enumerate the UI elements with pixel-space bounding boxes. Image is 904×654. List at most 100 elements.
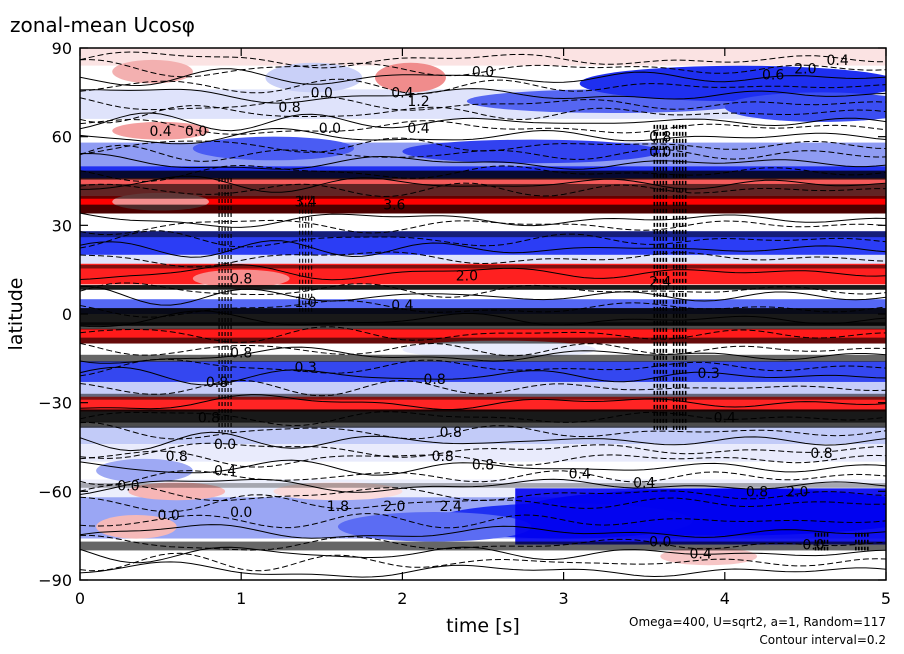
contour-line: [80, 118, 886, 135]
contour-label: 0.0: [472, 65, 494, 81]
contour-label: 0.4: [689, 546, 711, 562]
contour-label: 0.4: [214, 464, 236, 480]
x-axis-label: time [s]: [446, 615, 520, 637]
contour-label: 0.0: [311, 85, 333, 101]
color-patch: [374, 62, 446, 93]
color-patch: [660, 547, 758, 566]
contour-label: 0.8: [432, 449, 454, 465]
contour-line: [80, 513, 886, 529]
y-tick-label: −30: [38, 394, 72, 413]
dense-stripe: [80, 541, 886, 551]
contour-line: [80, 342, 886, 357]
contour-label: 0.0: [214, 437, 236, 453]
color-band: [80, 461, 886, 480]
contour-line: [80, 442, 886, 459]
color-patch: [337, 512, 532, 542]
axis-ticks: 0 1 2 3 4 5 −90 −60 −30 0 30 60 90: [38, 39, 891, 608]
color-band: [80, 444, 886, 462]
contour-label: 0.8: [810, 446, 832, 462]
contour-label: 0.4: [569, 467, 591, 483]
contour-line: [80, 112, 886, 132]
contour-label: 0.4: [407, 121, 429, 137]
contour-label: 0.0: [802, 538, 824, 554]
contour-label: 0.8: [166, 449, 188, 465]
contour-label: 0.8: [278, 100, 300, 116]
dense-stripe: [80, 170, 886, 180]
dense-stripe: [80, 183, 886, 199]
x-tick-label: 1: [236, 589, 246, 608]
contour-label: 3.4: [295, 195, 317, 211]
contour-label: 0.8: [472, 458, 494, 474]
contour-line: [80, 561, 886, 578]
x-tick-label: 2: [397, 589, 407, 608]
contour-label: 0.4: [633, 475, 655, 491]
contour-line: [80, 286, 886, 306]
contour-line: [80, 366, 886, 386]
contour-line: [80, 127, 886, 145]
contour-line: [80, 219, 886, 236]
color-patch: [112, 59, 193, 84]
contour-line: [80, 59, 886, 78]
contour-label: 0.4: [827, 53, 849, 69]
contour-line: [80, 68, 886, 87]
y-tick-label: −60: [38, 482, 72, 501]
contour-label: 0.0: [185, 124, 207, 140]
dense-stripe: [80, 322, 886, 330]
contour-label: 2.0: [456, 269, 478, 285]
contour-label: 0.0: [117, 478, 139, 494]
dense-stripe: [80, 483, 886, 488]
dense-stripe: [80, 409, 886, 423]
contour-label: 2.4: [649, 274, 671, 290]
dense-stripe: [80, 264, 886, 269]
contour-label: 0.8: [649, 130, 671, 146]
contour-labels: 0.4 0.00.80.00.00.41.20.00.40.6 2.00.40.80…: [117, 53, 849, 563]
dense-stripe: [80, 354, 886, 362]
y-tick-label: 0: [62, 305, 72, 324]
contour-line: [80, 164, 886, 182]
contour-line: [80, 152, 886, 170]
y-axis-label: latitude: [5, 278, 27, 351]
dense-stripe: [80, 285, 886, 290]
contour-label: 0.4: [714, 410, 736, 426]
strong-negative-region: [515, 488, 886, 545]
color-patch: [402, 139, 661, 164]
color-patch: [579, 65, 886, 102]
contour-line: [80, 51, 886, 69]
contour-label: 0.0: [649, 144, 671, 160]
dense-stripe: [80, 421, 886, 428]
contour-line: [80, 494, 886, 513]
contour-line: [80, 78, 886, 95]
plot-area: 0.4 0.00.80.00.00.41.20.00.40.6 2.00.40.80…: [80, 48, 886, 580]
contour-label: 1.0: [295, 295, 317, 311]
dense-stripe: [80, 204, 886, 214]
contour-line: [80, 358, 886, 377]
x-tick-label: 4: [720, 589, 730, 608]
contour-label: 2.0: [786, 484, 808, 500]
color-patches: [96, 59, 886, 566]
contour-line: [80, 144, 886, 162]
contour-interval-note: Contour interval=0.2: [759, 633, 886, 647]
color-band: [80, 426, 886, 445]
contour-label: 0.0: [319, 121, 341, 137]
y-tick-label: −90: [38, 571, 72, 590]
contour-label: 1.2: [407, 94, 429, 110]
contour-label: 1.8: [327, 499, 349, 515]
contour-line: [80, 552, 886, 572]
contour-label: 0.8: [424, 372, 446, 388]
contour-label: 0.3: [295, 360, 317, 376]
contour-line: [80, 524, 886, 539]
contour-line: [80, 212, 886, 228]
dense-stripe: [80, 231, 886, 238]
contour-label: 0.3: [698, 366, 720, 382]
color-band: [80, 381, 886, 397]
contour-line: [80, 470, 886, 486]
chart-title: zonal-mean Ucosφ: [10, 13, 195, 37]
dense-stripe: [80, 393, 886, 400]
dense-stripe: [80, 308, 886, 326]
contour-line: [80, 96, 886, 111]
contour-line: [80, 230, 886, 249]
color-patch: [96, 514, 177, 539]
contour-label: 0.8: [440, 425, 462, 441]
y-tick-label: 90: [52, 39, 72, 58]
